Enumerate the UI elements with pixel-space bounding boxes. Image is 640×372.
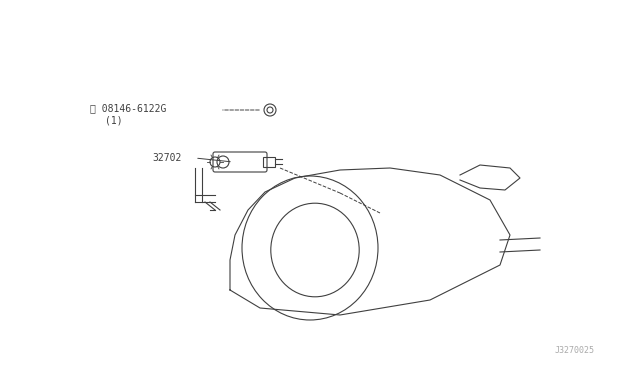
Text: (1): (1) [105, 115, 123, 125]
Bar [263, 157, 275, 167]
Text: 32702: 32702 [152, 153, 181, 163]
Text: J3270025: J3270025 [555, 346, 595, 355]
Text: Ⓑ 08146-6122G: Ⓑ 08146-6122G [90, 103, 166, 113]
